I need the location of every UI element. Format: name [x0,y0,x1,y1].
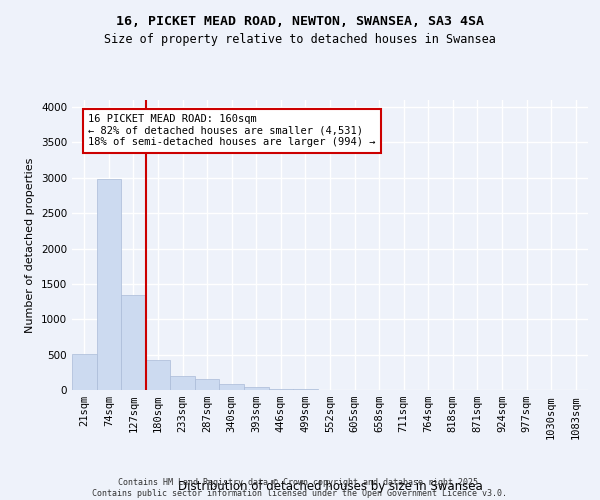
Bar [269,388,293,390]
Y-axis label: Number of detached properties: Number of detached properties [25,158,35,332]
Bar [220,384,244,390]
Bar [170,376,195,390]
Text: Contains HM Land Registry data © Crown copyright and database right 2025.
Contai: Contains HM Land Registry data © Crown c… [92,478,508,498]
Bar [72,354,97,390]
Text: Size of property relative to detached houses in Swansea: Size of property relative to detached ho… [104,32,496,46]
Bar [121,294,146,390]
Text: 16, PICKET MEAD ROAD, NEWTON, SWANSEA, SA3 4SA: 16, PICKET MEAD ROAD, NEWTON, SWANSEA, S… [116,15,484,28]
Bar [244,388,269,390]
Bar [195,379,220,390]
Bar [97,179,121,390]
X-axis label: Distribution of detached houses by size in Swansea: Distribution of detached houses by size … [178,480,482,494]
Text: 16 PICKET MEAD ROAD: 160sqm
← 82% of detached houses are smaller (4,531)
18% of : 16 PICKET MEAD ROAD: 160sqm ← 82% of det… [88,114,376,148]
Bar [146,360,170,390]
